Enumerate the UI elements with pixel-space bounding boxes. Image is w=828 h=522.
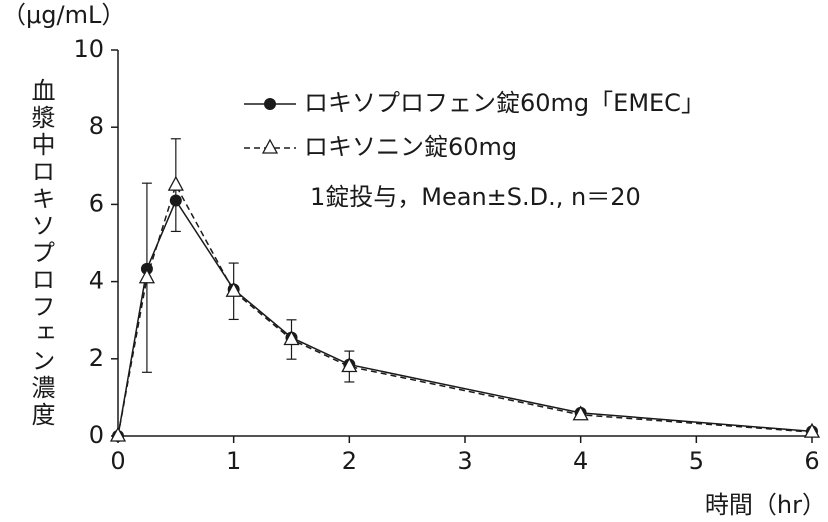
y-tick-label: 4 — [89, 267, 104, 295]
x-tick-label: 0 — [110, 447, 125, 475]
legend-marker — [264, 98, 276, 110]
legend-label: ロキソニン錠60mg — [304, 133, 517, 161]
marker — [572, 405, 589, 421]
x-tick-label: 6 — [804, 447, 819, 475]
x-tick-label: 4 — [573, 447, 588, 475]
marker — [138, 268, 156, 284]
legend-marker — [261, 138, 279, 154]
y-tick-label: 10 — [73, 35, 104, 63]
y-tick-label: 8 — [89, 112, 104, 140]
marker — [803, 422, 821, 438]
marker — [283, 330, 300, 346]
x-tick-label: 3 — [457, 447, 472, 475]
x-tick-label: 5 — [689, 447, 704, 475]
marker — [225, 281, 242, 297]
x-tick-label: 1 — [226, 447, 241, 475]
x-axis-label: 時間（hr） — [705, 491, 826, 519]
y-tick-label: 6 — [89, 189, 104, 217]
y-unit-label: （μg/mL） — [2, 1, 125, 29]
legend-label: ロキソプロフェン錠60mg「EMEC」 — [304, 89, 705, 117]
y-tick-label: 0 — [89, 421, 104, 449]
y-axis-label: 血漿中ロキソプロフェン濃度 — [27, 78, 55, 429]
series-line — [117, 198, 813, 437]
marker — [109, 426, 127, 442]
marker — [341, 357, 358, 373]
y-tick-label: 2 — [89, 344, 104, 372]
series-line — [117, 183, 813, 437]
annotation: 1錠投与，Mean±S.D., n＝20 — [310, 183, 641, 211]
marker — [167, 175, 184, 191]
x-tick-label: 2 — [342, 447, 357, 475]
